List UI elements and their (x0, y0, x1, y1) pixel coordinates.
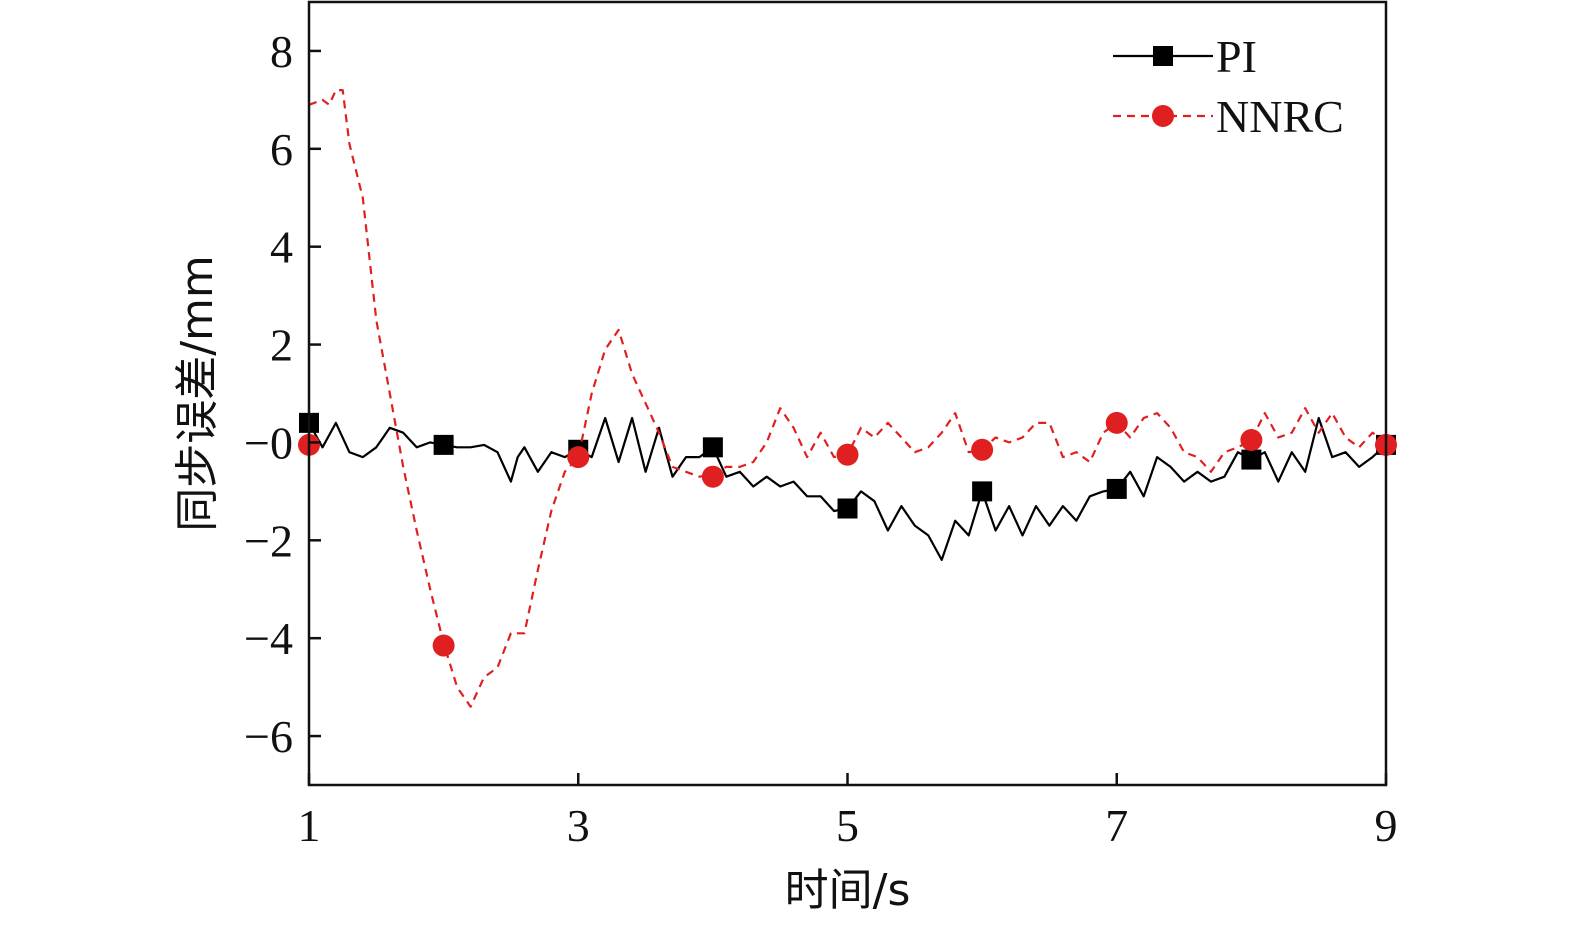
series-nnrc (298, 88, 1397, 708)
x-tick-label: 9 (1375, 800, 1398, 851)
pi-marker (972, 481, 993, 502)
legend-label: PI (1216, 31, 1257, 82)
legend-label: NNRC (1216, 91, 1344, 142)
nnrc-marker (1240, 428, 1263, 451)
y-tick-label: −6 (244, 711, 293, 762)
nnrc-marker (432, 634, 455, 657)
y-axis: 8 6 4 2 −0 −2 −4 −6 (244, 26, 321, 762)
y-tick-label: 8 (270, 26, 293, 77)
y-tick-label: 4 (270, 222, 293, 273)
x-axis: 1 3 5 7 9 (298, 773, 1398, 851)
pi-marker (1106, 478, 1127, 499)
y-tick-label: −2 (244, 515, 293, 566)
y-tick-label: −0 (244, 417, 293, 468)
pi-marker (702, 437, 723, 458)
pi-marker (837, 498, 858, 519)
y-axis-title: 同步误差/mm (172, 255, 223, 532)
x-tick-label: 5 (836, 800, 859, 851)
x-axis-title: 时间/s (785, 865, 911, 916)
pi-marker (1241, 449, 1262, 470)
legend: PI NNRC (1113, 31, 1344, 142)
x-tick-label: 7 (1105, 800, 1128, 851)
y-tick-label: −4 (244, 613, 293, 664)
legend-item-nnrc: NNRC (1113, 91, 1344, 142)
nnrc-marker (971, 438, 994, 461)
y-tick-label: 2 (270, 320, 293, 371)
nnrc-marker (701, 465, 724, 488)
legend-item-pi: PI (1113, 31, 1257, 82)
nnrc-marker (836, 443, 859, 466)
x-tick-label: 3 (567, 800, 590, 851)
x-tick-label: 1 (298, 800, 321, 851)
pi-marker (433, 434, 454, 455)
y-tick-label: 6 (270, 124, 293, 175)
pi-marker (1153, 46, 1173, 66)
plot-series-group (298, 88, 1397, 708)
nnrc-line (308, 88, 1387, 708)
pi-line (308, 416, 1387, 562)
series-pi (299, 412, 1396, 562)
nnrc-marker (567, 446, 590, 469)
nnrc-marker (1105, 411, 1128, 434)
nnrc-marker (1152, 105, 1174, 127)
